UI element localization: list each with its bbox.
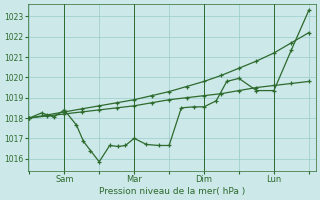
X-axis label: Pression niveau de la mer( hPa ): Pression niveau de la mer( hPa ) bbox=[99, 187, 245, 196]
